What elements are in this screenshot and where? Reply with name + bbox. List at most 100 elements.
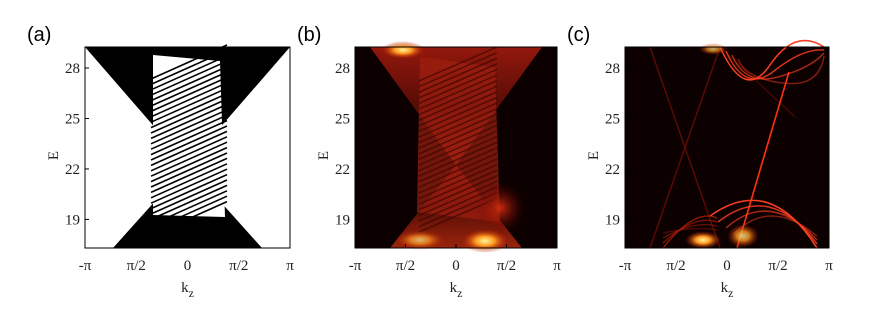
band-line — [418, 147, 498, 183]
band-line — [717, 205, 818, 245]
band-line — [418, 79, 498, 116]
band-line — [150, 195, 228, 231]
y-tick-label: 28 — [335, 61, 350, 77]
y-tick-label: 19 — [605, 212, 620, 228]
y-tick-label: 19 — [65, 212, 80, 228]
y-tick-label: 28 — [65, 61, 80, 77]
band-line — [737, 55, 825, 85]
band-line — [150, 60, 228, 96]
x-tick-label: π — [286, 258, 294, 274]
band-line — [709, 199, 818, 249]
x-tick-label: -π — [349, 258, 362, 274]
band-line — [662, 223, 718, 239]
band-line — [418, 124, 498, 161]
x-tick-label: 0 — [723, 258, 731, 274]
intensity-peak — [727, 224, 759, 248]
intensity-region — [417, 57, 500, 222]
band-line — [418, 175, 498, 211]
band-line — [418, 163, 498, 200]
band-line — [719, 46, 796, 118]
band-line — [150, 179, 228, 215]
band-line — [150, 190, 228, 226]
band-line — [418, 68, 498, 105]
band-line — [150, 82, 228, 118]
panel: 19 22 25 28 -π π/2 0 π/2 π (a) kz E — [27, 24, 294, 300]
band-line — [418, 152, 498, 189]
band-line — [150, 146, 228, 183]
x-axis-label-base: k — [721, 280, 729, 296]
x-axis-label-sub: z — [189, 286, 194, 300]
intensity-peak — [475, 183, 525, 233]
band-line — [725, 210, 818, 241]
band-line — [662, 219, 718, 244]
band-line — [736, 71, 790, 249]
x-tick-label: -π — [619, 258, 632, 274]
x-axis-label: kz — [450, 280, 463, 300]
band-line — [418, 180, 498, 217]
band-line — [418, 63, 498, 99]
band-line — [418, 119, 498, 155]
band-line — [649, 46, 721, 249]
y-tick-label: 25 — [335, 111, 350, 127]
band-line — [150, 103, 228, 140]
band-line — [150, 87, 228, 123]
intensity-peak — [461, 229, 509, 253]
x-tick-label: π/2 — [497, 258, 516, 274]
panel-label: (a) — [27, 24, 51, 46]
x-tick-label: -π — [79, 258, 92, 274]
x-tick-label: π/2 — [396, 258, 415, 274]
band-line — [418, 91, 498, 127]
band-line — [418, 141, 498, 177]
band-line — [418, 113, 498, 149]
band-line — [150, 152, 228, 188]
band-line — [150, 98, 228, 134]
band-line — [418, 74, 498, 110]
band-line — [150, 125, 228, 161]
band-line — [418, 51, 498, 88]
band-line — [150, 65, 228, 102]
band-line — [418, 130, 498, 166]
band-line — [150, 49, 228, 86]
y-tick-label: 22 — [335, 162, 350, 178]
band-line — [719, 39, 825, 81]
band-line — [418, 57, 498, 93]
band-line — [150, 119, 228, 156]
band-line — [150, 92, 228, 129]
band-line — [150, 141, 228, 177]
plot-background — [625, 47, 829, 248]
intensity-peak — [381, 41, 425, 59]
x-axis-label-sub: z — [728, 286, 733, 300]
band-line — [418, 135, 498, 172]
band-line — [418, 169, 498, 205]
band-line — [150, 109, 228, 145]
x-tick-label: π — [553, 258, 561, 274]
x-axis-label-sub: z — [457, 286, 462, 300]
plot-mask — [45, 27, 85, 268]
y-tick-label: 19 — [335, 212, 350, 228]
band-line — [418, 96, 498, 133]
x-tick-label: 0 — [184, 258, 192, 274]
band-line — [150, 200, 228, 237]
band-line — [662, 215, 718, 249]
intensity-peak — [685, 231, 721, 249]
y-tick-label: 28 — [605, 61, 620, 77]
intensity-peak — [699, 43, 727, 55]
x-tick-label: 0 — [452, 258, 460, 274]
band-line — [418, 85, 498, 121]
x-axis-label-base: k — [181, 280, 189, 296]
panel: 19 22 25 28 -π π/2 0 π/2 π (b) kz E — [297, 24, 561, 300]
gap-region — [153, 55, 225, 217]
y-axis-label: E — [586, 151, 602, 160]
y-tick-label: 25 — [605, 111, 620, 127]
band-line — [150, 163, 228, 199]
band-line — [418, 46, 498, 82]
x-axis-label: kz — [181, 280, 194, 300]
band-line — [150, 136, 228, 172]
band-line — [731, 52, 825, 80]
band-line — [418, 158, 498, 194]
band-line — [150, 173, 228, 210]
intensity-peak — [395, 230, 445, 250]
x-tick-label: π/2 — [127, 258, 146, 274]
band-line — [725, 49, 825, 80]
